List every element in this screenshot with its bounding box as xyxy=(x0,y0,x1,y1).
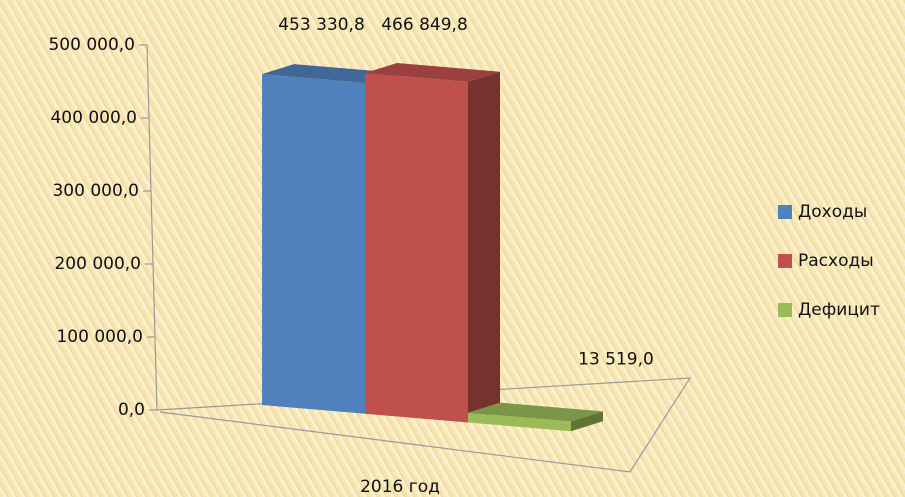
legend-label: Расходы xyxy=(798,251,874,271)
bar-top xyxy=(468,402,603,422)
bar-side xyxy=(468,71,500,423)
data-label: 466 849,8 xyxy=(381,15,468,35)
bar-front xyxy=(468,412,571,432)
y-tick-label: 500 000,0 xyxy=(48,35,135,55)
bar-top xyxy=(365,62,500,82)
y-tick-label: 0,0 xyxy=(118,400,145,420)
y-tick-label: 200 000,0 xyxy=(54,254,141,274)
legend-swatch xyxy=(778,205,792,219)
x-tick-label: 2016 год xyxy=(360,477,440,497)
bar-top xyxy=(262,64,397,83)
legend-swatch xyxy=(778,303,792,317)
legend-swatch xyxy=(778,254,792,268)
bar-side xyxy=(571,411,603,432)
bar-front xyxy=(262,74,365,414)
bar-front xyxy=(365,72,468,423)
bar xyxy=(365,62,500,423)
y-tick-label: 100 000,0 xyxy=(56,327,143,347)
y-tick-label: 400 000,0 xyxy=(50,108,137,128)
legend-label: Дефицит xyxy=(798,300,880,320)
data-label: 13 519,0 xyxy=(578,349,654,369)
legend-label: Доходы xyxy=(798,202,867,222)
y-axis xyxy=(146,44,158,411)
data-label: 453 330,8 xyxy=(278,15,365,35)
bar xyxy=(468,402,603,432)
y-tick-label: 300 000,0 xyxy=(52,181,139,201)
